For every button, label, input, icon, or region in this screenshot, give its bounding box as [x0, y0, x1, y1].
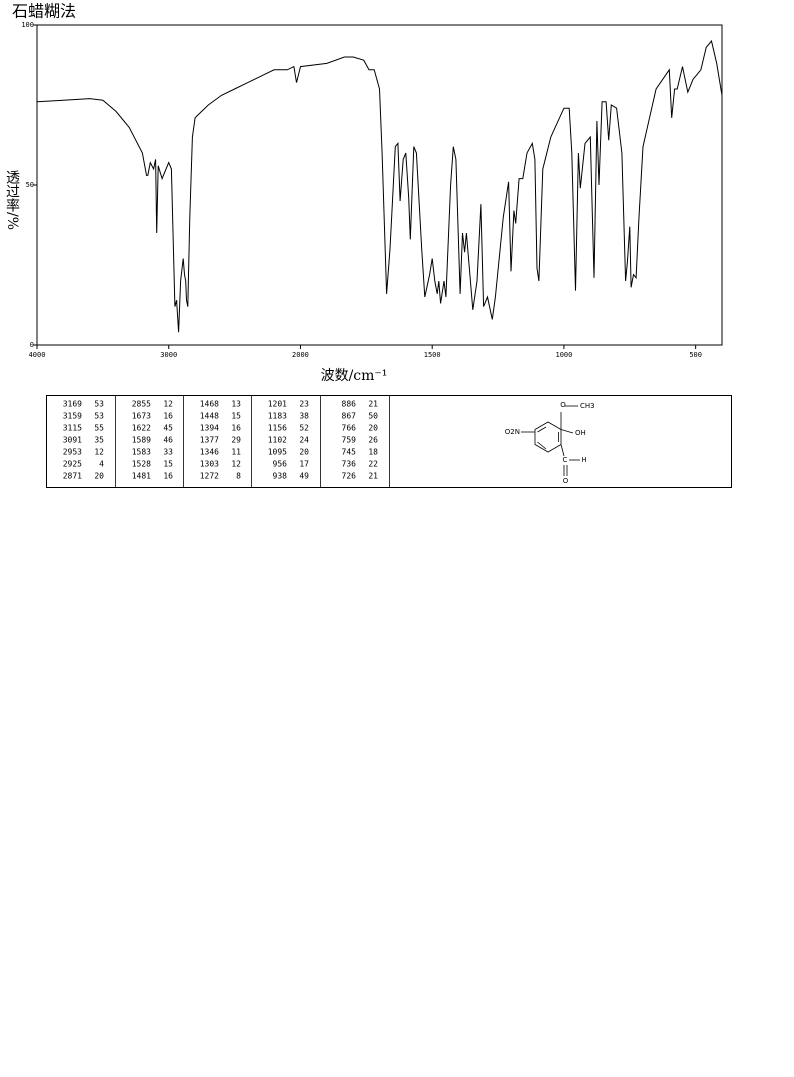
- peak-wavenumber: 886: [342, 400, 357, 409]
- peak-transmittance: 53: [94, 400, 104, 409]
- peak-transmittance: 20: [94, 472, 104, 481]
- x-tick-label: 500: [689, 351, 702, 359]
- peak-wavenumber: 1481: [132, 472, 151, 481]
- peak-transmittance: 11: [231, 448, 241, 457]
- peak-wavenumber: 745: [342, 448, 357, 457]
- peak-wavenumber: 1102: [268, 436, 287, 445]
- atom-label: O: [560, 401, 566, 409]
- atom-label: CH3: [580, 402, 595, 410]
- peak-wavenumber: 3115: [63, 424, 82, 433]
- peak-wavenumber: 1183: [268, 412, 287, 421]
- peak-transmittance: 16: [163, 472, 173, 481]
- peak-transmittance: 50: [368, 412, 378, 421]
- x-tick-label: 3000: [160, 351, 177, 359]
- peak-wavenumber: 1448: [200, 412, 219, 421]
- peak-wavenumber: 2925: [63, 460, 82, 469]
- atom-label: H: [581, 456, 586, 464]
- peak-wavenumber: 1589: [132, 436, 151, 445]
- peak-transmittance: 46: [163, 436, 173, 445]
- peak-wavenumber: 736: [342, 460, 357, 469]
- peak-wavenumber: 1622: [132, 424, 151, 433]
- peak-wavenumber: 2953: [63, 448, 82, 457]
- x-tick-label: 4000: [29, 351, 46, 359]
- peak-wavenumber: 1095: [268, 448, 287, 457]
- peak-transmittance: 38: [299, 412, 309, 421]
- atom-label: O: [563, 477, 569, 485]
- peak-transmittance: 23: [299, 400, 309, 409]
- plot-frame: [36, 24, 723, 346]
- peak-transmittance: 20: [368, 424, 378, 433]
- table-dividers: [115, 395, 390, 487]
- peak-transmittance: 55: [94, 424, 104, 433]
- peak-transmittance: 26: [368, 436, 378, 445]
- peak-wavenumber: 1583: [132, 448, 151, 457]
- peak-transmittance: 21: [368, 400, 378, 409]
- peak-transmittance: 15: [231, 412, 241, 421]
- x-tick-label: 2000: [292, 351, 309, 359]
- peak-wavenumber: 1394: [200, 424, 219, 433]
- x-tick-label: 1500: [424, 351, 441, 359]
- atom-label: C: [563, 456, 568, 464]
- peak-wavenumber: 759: [342, 436, 357, 445]
- peak-transmittance: 20: [299, 448, 309, 457]
- x-axis-label: 波数/cm⁻¹: [321, 368, 388, 384]
- peak-transmittance: 13: [231, 400, 241, 409]
- y-tick-label: 100: [21, 21, 34, 29]
- atom-label: OH: [575, 429, 586, 437]
- table-frame: [46, 395, 732, 488]
- peak-transmittance: 12: [94, 448, 104, 457]
- peak-transmittance: 17: [299, 460, 309, 469]
- chart-title: 石蜡糊法: [12, 2, 76, 21]
- peak-wavenumber: 3159: [63, 412, 82, 421]
- peak-wavenumber: 1201: [268, 400, 287, 409]
- peak-wavenumber: 2855: [132, 400, 151, 409]
- peak-transmittance: 53: [94, 412, 104, 421]
- peak-wavenumber: 1673: [132, 412, 151, 421]
- peak-transmittance: 29: [231, 436, 241, 445]
- peak-transmittance: 16: [163, 412, 173, 421]
- x-tick-label: 1000: [555, 351, 572, 359]
- peak-transmittance: 24: [299, 436, 309, 445]
- peak-wavenumber: 3169: [63, 400, 82, 409]
- peak-wavenumber: 1528: [132, 460, 151, 469]
- peak-wavenumber: 3091: [63, 436, 82, 445]
- atom-label: O2N: [505, 428, 520, 436]
- peak-transmittance: 18: [368, 448, 378, 457]
- y-axis-label: 透过率/%: [4, 170, 20, 230]
- peak-wavenumber: 1303: [200, 460, 219, 469]
- peak-wavenumber: 1272: [200, 472, 219, 481]
- peak-transmittance: 21: [368, 472, 378, 481]
- peak-wavenumber: 1346: [200, 448, 219, 457]
- structure-bonds: [521, 405, 580, 476]
- peak-wavenumber: 867: [342, 412, 357, 421]
- peak-transmittance: 16: [231, 424, 241, 433]
- peak-wavenumber: 956: [273, 460, 288, 469]
- peak-transmittance: 49: [299, 472, 309, 481]
- peak-wavenumber: 766: [342, 424, 357, 433]
- peak-wavenumber: 1377: [200, 436, 219, 445]
- peak-wavenumber: 726: [342, 472, 357, 481]
- peak-transmittance: 12: [163, 400, 173, 409]
- peak-transmittance: 33: [163, 448, 173, 457]
- peak-wavenumber: 938: [273, 472, 288, 481]
- peak-wavenumber: 2871: [63, 472, 82, 481]
- peak-transmittance: 15: [163, 460, 173, 469]
- peak-wavenumber: 1468: [200, 400, 219, 409]
- peak-transmittance: 45: [163, 424, 173, 433]
- peak-transmittance: 52: [299, 424, 309, 433]
- y-tick-label: 50: [26, 181, 34, 189]
- peak-wavenumber: 1156: [268, 424, 287, 433]
- peak-transmittance: 12: [231, 460, 241, 469]
- peak-transmittance: 22: [368, 460, 378, 469]
- peak-transmittance: 8: [236, 472, 241, 481]
- y-tick-label: 0: [30, 341, 34, 349]
- spectrum-line: [36, 39, 723, 333]
- peak-transmittance: 4: [99, 460, 104, 469]
- peak-transmittance: 35: [94, 436, 104, 445]
